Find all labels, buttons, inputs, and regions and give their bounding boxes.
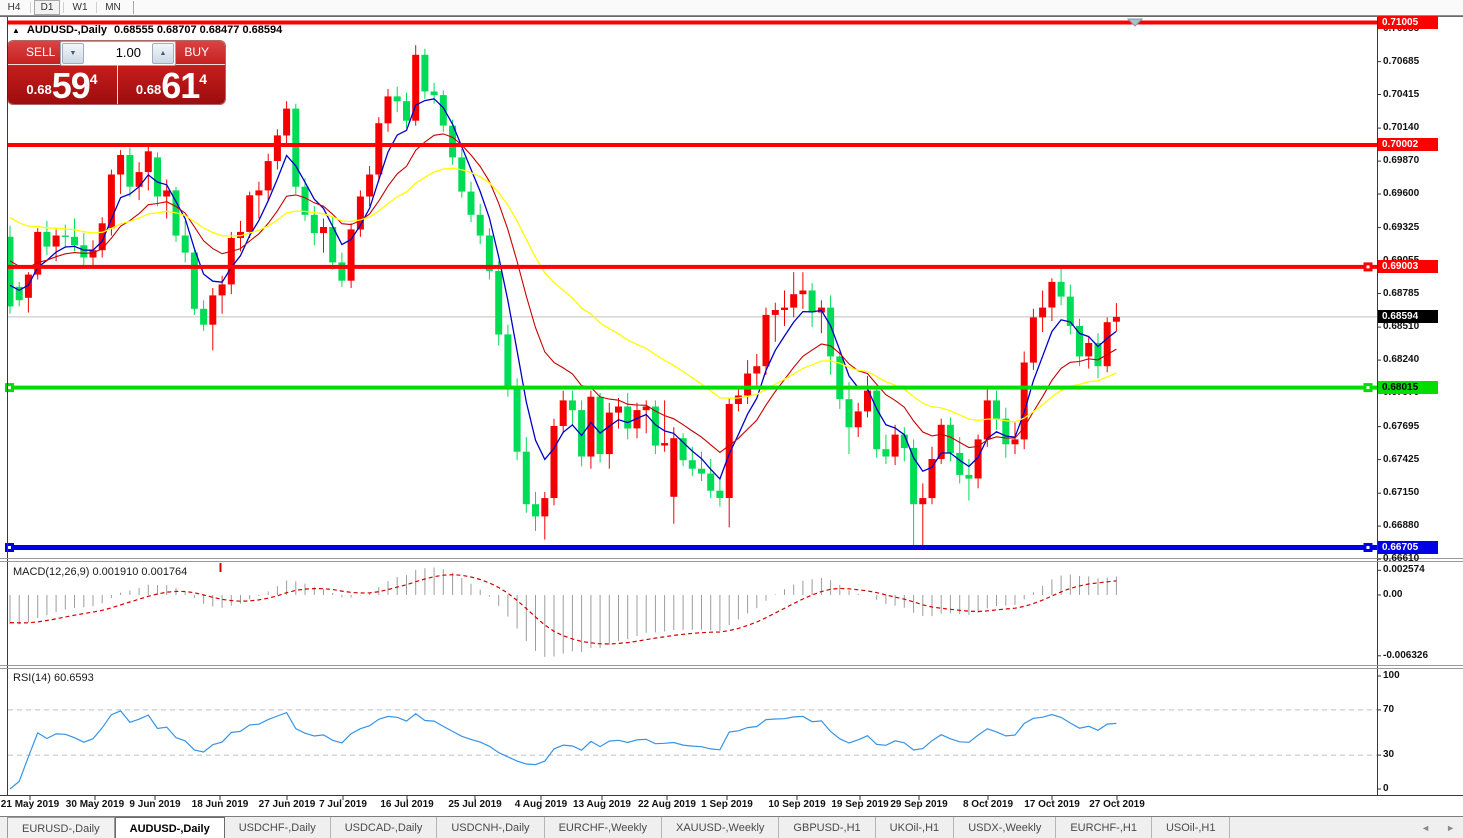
- volume-spinner: ▼ 1.00 ▲: [60, 41, 176, 66]
- toolbar-separator: [63, 2, 64, 13]
- buy-pipette: 4: [199, 71, 208, 87]
- axis-tick-marks: [29, 28, 1381, 800]
- toolbar-separator: [96, 2, 97, 13]
- symbol-tab-usdcad[interactable]: USDCAD-,Daily: [331, 817, 438, 838]
- support-line-0.66705[interactable]: [5, 543, 1377, 552]
- symbol-tab-usoil[interactable]: USOil-,H1: [1152, 817, 1231, 838]
- symbol-tab-audusd[interactable]: AUDUSD-,Daily: [114, 817, 225, 838]
- panel-splitter-rsi[interactable]: [0, 665, 1463, 669]
- volume-input[interactable]: 1.00: [85, 42, 151, 65]
- buy-price-button[interactable]: 0.68 61 4: [117, 64, 225, 104]
- chevron-up-icon: ▲: [159, 50, 167, 57]
- candlestick-layer: [8, 45, 1120, 549]
- tab-scroll-left-icon[interactable]: ◄: [1421, 823, 1431, 833]
- symbol-tab-bar: EURUSD-,Daily AUDUSD-,Daily USDCHF-,Daily U…: [0, 816, 1463, 838]
- timeframe-button-d1[interactable]: D1: [34, 0, 60, 15]
- ma-slow-yellow: [9, 167, 1117, 423]
- resistance-line-0.70002[interactable]: [8, 143, 1377, 147]
- buy-pips: 61: [161, 65, 200, 106]
- toolbar-separator: [30, 2, 31, 13]
- symbol-tab-eurchf[interactable]: EURCHF-,H1: [1056, 817, 1152, 838]
- panel-borders: [0, 16, 1463, 796]
- volume-decrease-button[interactable]: ▼: [62, 43, 84, 64]
- one-click-trading-panel: SELL ▼ 1.00 ▲ BUY 0.68 59 4 0.68 61 4: [8, 41, 225, 104]
- trade-panel-header: SELL ▼ 1.00 ▲ BUY: [8, 41, 225, 66]
- sell-button[interactable]: SELL: [26, 45, 56, 59]
- ma-fast-blue: [9, 98, 1117, 481]
- panel-splitter-macd[interactable]: [0, 558, 1463, 562]
- symbol-tab-usdx[interactable]: USDX-,Weekly: [954, 817, 1057, 838]
- chart-title: ▲ AUDUSD-,Daily 0.68555 0.68707 0.68477 …: [12, 24, 282, 36]
- sell-price-button[interactable]: 0.68 59 4: [8, 64, 116, 104]
- symbol-tab-gbpusd[interactable]: GBPUSD-,H1: [779, 817, 876, 838]
- macd-signal-line: [9, 574, 1117, 645]
- ohlc-readout: 0.68555 0.68707 0.68477 0.68594: [114, 24, 283, 36]
- macd-indicator: [9, 563, 1117, 657]
- volume-increase-button[interactable]: ▲: [152, 43, 174, 64]
- toolbar-end-separator: [133, 1, 134, 14]
- rsi-line: [9, 710, 1117, 790]
- symbol-tab-eurusd[interactable]: EURUSD-,Daily: [7, 817, 115, 838]
- ma-mid-red: [9, 133, 1117, 454]
- symbol-tab-ukoil[interactable]: UKOil-,H1: [876, 817, 955, 838]
- buy-button[interactable]: BUY: [184, 45, 209, 59]
- sell-pipette: 4: [89, 71, 98, 87]
- resistance-line-0.71005[interactable]: [8, 20, 1377, 25]
- symbol-tab-usdcnh[interactable]: USDCNH-,Daily: [437, 817, 545, 838]
- sell-pips: 59: [51, 65, 91, 106]
- resistance-line-0.69003[interactable]: [8, 262, 1377, 272]
- timeframe-button-mn[interactable]: MN: [105, 2, 121, 13]
- symbol-period-label: AUDUSD-,Daily: [26, 24, 107, 36]
- chart-shift-marker[interactable]: [1126, 18, 1144, 27]
- collapse-panel-icon[interactable]: ▲: [12, 25, 20, 35]
- symbol-tab-xauusd[interactable]: XAUUSD-,Weekly: [662, 817, 780, 838]
- symbol-tab-usdchf[interactable]: USDCHF-,Daily: [225, 817, 331, 838]
- chevron-down-icon: ▼: [69, 50, 77, 57]
- moving-average-lines: [9, 98, 1117, 481]
- tab-scroll-right-icon[interactable]: ►: [1446, 823, 1455, 833]
- sell-big-figure: 0.68: [26, 82, 52, 97]
- buy-big-figure: 0.68: [135, 82, 162, 97]
- symbol-tab-eurchf[interactable]: EURCHF-,Weekly: [545, 817, 662, 838]
- timeframe-button-w1[interactable]: W1: [72, 2, 88, 13]
- timeframe-button-h4[interactable]: H4: [7, 2, 21, 13]
- support-line-0.68015[interactable]: [5, 383, 1377, 393]
- rsi-indicator: [8, 709, 1377, 790]
